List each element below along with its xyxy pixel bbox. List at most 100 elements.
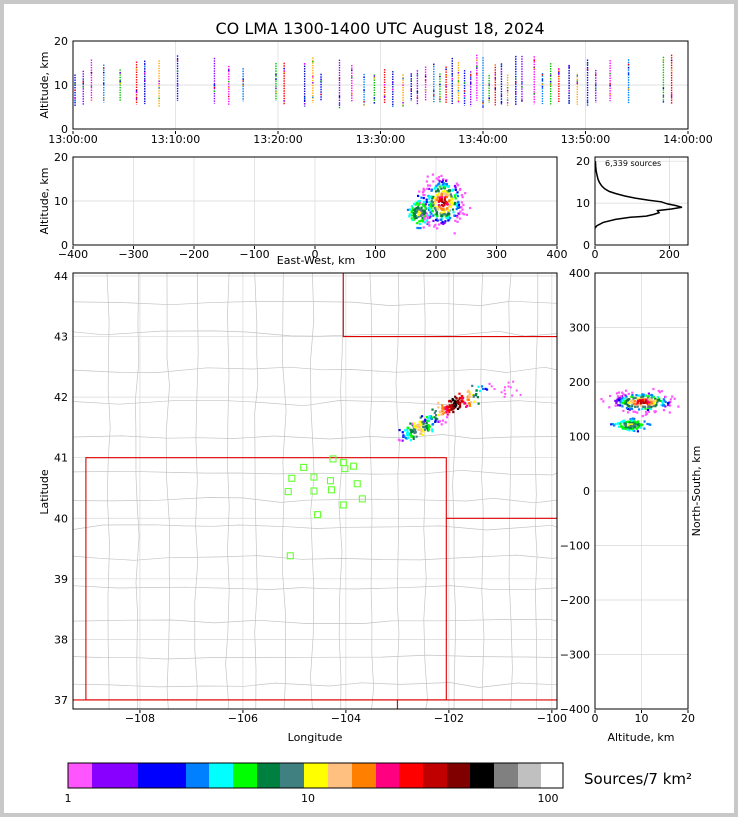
ew-source-269 [417,203,420,207]
time-source-8-1 [176,85,179,87]
ns-xtick-label-0: 0 [592,712,599,725]
time-source-18-2 [351,69,353,71]
ns-source-289 [645,398,648,401]
ew-source-68 [416,194,420,198]
time-source-47-1 [576,81,578,84]
time-xtick-label-4: 13:40:00 [458,133,507,146]
ew-source-22 [436,219,439,222]
ew-source-412 [436,196,439,199]
time-source-36-3 [488,84,490,86]
figure-frame: CO LMA 1300-1400 UTC August 18, 2024 13:… [4,4,734,813]
ns-source-124 [628,398,631,401]
time-source-40-3 [515,81,517,84]
ew-source-227 [415,216,418,220]
ns-source-346 [644,410,648,414]
map-source-30 [412,437,415,440]
time-source-29-2 [445,85,447,88]
time-source-48-2 [586,63,589,65]
time-source-15-3 [312,60,314,63]
ew-source-394 [441,214,444,218]
ew-source-387 [448,212,451,215]
ns-source-110 [631,395,634,399]
time-source-46-0 [568,66,570,68]
time-source-10-3 [228,86,230,89]
ew-source-357 [422,209,425,212]
time-source-5-1 [135,90,138,92]
map-source-187 [428,415,431,418]
ns-source-145 [652,405,655,408]
ns-source-332 [622,426,625,429]
ew-source-161 [445,191,448,194]
map-station-1 [339,458,347,467]
map-source-120 [420,430,423,433]
time-source-1-1 [82,86,84,88]
map-source-161 [411,430,415,433]
map-source-36 [426,423,430,427]
colorbar-swatch-15 [470,763,494,788]
time-source-31-3 [457,80,460,82]
ns-source-302 [628,404,631,408]
ew-source-330 [460,206,463,209]
map-source-188 [444,406,447,409]
ew-source-291 [428,221,431,224]
ns-source-306 [629,426,632,429]
map-source-150 [434,410,437,413]
ew-source-166 [414,203,417,206]
time-source-4-3 [119,72,121,74]
map-county-vline-5 [254,272,259,710]
ns-source-159 [624,394,627,397]
colorbar-frame [67,762,564,789]
ns-source-353 [618,396,621,400]
ns-ytick-label-2: −200 [560,594,590,607]
ew-source-342 [423,188,426,192]
time-source-5-3 [135,91,138,94]
map-source-37 [418,425,421,428]
ew-source-81 [435,193,438,196]
map-county-hline-9 [72,585,558,591]
map-source-70 [454,395,457,398]
time-source-2-2 [90,72,93,74]
ns-source-319 [635,421,638,424]
ns-source-170 [647,392,651,395]
northsouth-axis-label: North-South, km [690,446,703,537]
map-source-57 [430,417,434,421]
time-source-2-0 [90,85,93,88]
map-source-216 [438,410,441,413]
time-source-7-0 [158,80,160,83]
ns-source-278 [642,405,645,408]
time-source-6-0 [144,63,146,65]
map-station-8 [353,480,361,488]
colorbar-swatch-2 [138,763,186,788]
time-source-4-1 [119,82,121,85]
ew-source-84 [418,220,421,223]
ew-source-38 [447,211,450,214]
map-county-vline-13 [480,272,485,710]
map-station-11 [327,486,336,494]
ns-source-186 [623,400,626,403]
time-source-52-0 [662,87,665,89]
ew-source-289 [410,211,413,214]
map-source-9 [406,430,409,433]
ew-source-347 [450,203,453,207]
map-source-167 [476,396,479,399]
time-source-35-2 [482,102,484,104]
time-source-47-2 [576,75,578,77]
map-source-244 [450,405,453,408]
time-source-52-1 [662,60,665,62]
time-source-32-0 [463,95,466,97]
ns-source-283 [658,398,661,402]
time-xtick-label-2: 13:20:00 [253,133,302,146]
ew-source-318 [423,210,426,213]
ew-source-181 [434,198,437,201]
ew-source-27 [448,194,452,198]
ns-ytick-label-0: −400 [560,703,590,716]
map-source-46 [477,385,480,388]
map-fringe-source-7 [503,389,506,392]
ew-source-14 [425,198,428,201]
ns-ytick-label-6: 200 [569,376,590,389]
ns-source-29 [629,418,632,421]
ew-source-408 [454,219,457,222]
ns-source-241 [664,395,667,399]
time-source-49-2 [595,74,597,76]
ew-source-339 [450,201,453,205]
